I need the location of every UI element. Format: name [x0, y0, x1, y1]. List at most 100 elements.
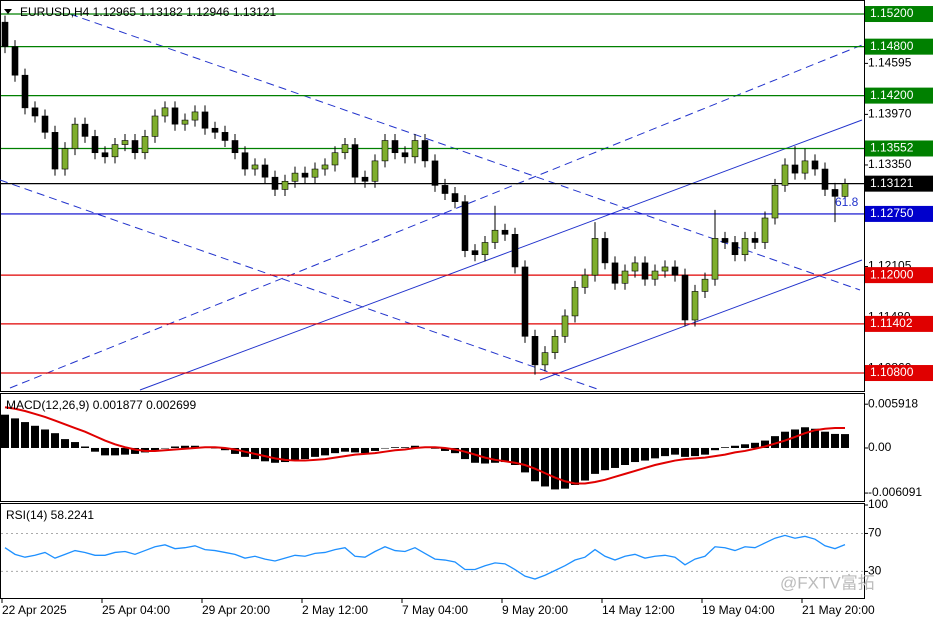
x-tick-label: 2 May 12:00: [302, 603, 368, 617]
macd-bar: [571, 447, 579, 485]
y-tick-label: 0.005918: [868, 396, 918, 410]
macd-bar: [71, 442, 79, 448]
x-tick-label: 9 May 20:00: [502, 603, 568, 617]
candle-body: [241, 152, 249, 170]
macd-bar: [741, 444, 749, 448]
level-label-bg: [865, 87, 933, 104]
macd-title: MACD(12,26,9) 0.001877 0.002699: [6, 398, 196, 412]
level-label: 1.11402: [870, 316, 913, 330]
macd-bar: [831, 433, 839, 448]
candle-body: [411, 140, 419, 158]
candle-body: [391, 140, 399, 154]
candle-body: [61, 148, 69, 170]
level-label-bg: [865, 267, 933, 284]
macd-bar: [551, 447, 559, 490]
candle-body: [251, 164, 259, 170]
candle-body: [651, 270, 659, 280]
macd-bar: [481, 447, 489, 464]
x-tick-label: 7 May 04:00: [402, 603, 468, 617]
macd-bar: [721, 447, 729, 448]
macd-bar: [691, 447, 699, 457]
candle-body: [551, 336, 559, 353]
candle-body: [771, 185, 779, 219]
macd-bar: [841, 434, 849, 448]
macd-bar: [191, 445, 199, 448]
y-tick-label: 1.13970: [868, 107, 912, 121]
x-tick-label: 25 Apr 04:00: [102, 603, 170, 617]
candle-body: [131, 140, 139, 154]
candle-body: [791, 164, 799, 174]
candle-body: [171, 107, 179, 125]
level-label: 1.12750: [870, 206, 914, 220]
candle-body: [161, 107, 169, 117]
macd-bar: [681, 447, 689, 457]
macd-bar: [621, 447, 629, 465]
macd-bar: [151, 447, 159, 451]
y-tick-label: 1.13350: [868, 157, 912, 171]
level-label-bg: [865, 315, 933, 332]
macd-bar: [21, 422, 29, 448]
candle-body: [81, 123, 89, 137]
candle-body: [331, 152, 339, 166]
candle-body: [841, 183, 849, 197]
candle-body: [431, 160, 439, 186]
macd-bar: [311, 447, 319, 457]
macd-bar: [381, 447, 389, 449]
levels: [1, 13, 864, 374]
macd-bar: [321, 447, 329, 456]
candle-body: [631, 262, 639, 272]
candle-body: [671, 266, 679, 276]
price-panel: [0, 0, 865, 392]
price-series: [1, 15, 849, 375]
macd-bar: [281, 447, 289, 463]
macd-bar: [491, 447, 499, 463]
candle-body: [721, 238, 729, 243]
macd-bar: [541, 447, 549, 487]
candle-body: [91, 136, 99, 154]
level-label: 1.13552: [870, 141, 914, 155]
macd-bar: [751, 442, 759, 448]
candle-body: [121, 140, 129, 145]
candle-body: [51, 132, 59, 170]
axes: 1.145951.139701.133501.121051.114801.108…: [1, 6, 933, 617]
macd-bar: [531, 447, 539, 482]
fib-annotation: 61.8: [835, 195, 859, 209]
candle-body: [211, 127, 219, 133]
macd-bar: [561, 447, 569, 489]
candle-body: [541, 352, 549, 366]
macd-bar: [701, 447, 709, 455]
macd-bar: [661, 447, 669, 457]
macd-bar: [31, 425, 39, 448]
candle-body: [731, 242, 739, 256]
channel-line: [139, 119, 863, 391]
candle-body: [351, 144, 359, 178]
channel-line: [9, 44, 863, 389]
candle-body: [531, 336, 539, 366]
y-tick-label: 30: [868, 564, 882, 578]
macd-bar: [81, 446, 89, 448]
macd-bar: [371, 447, 379, 451]
candle-body: [781, 164, 789, 186]
macd-bar: [391, 447, 399, 448]
macd-bar: [121, 447, 129, 455]
macd-bar: [461, 447, 469, 460]
signal-line: [4, 406, 846, 485]
candle-body: [471, 250, 479, 256]
chart-title: EURUSD,H4 1.12965 1.13182 1.12946 1.1312…: [20, 5, 277, 19]
candle-body: [611, 262, 619, 284]
macd-bar: [711, 447, 719, 451]
x-tick-label: 21 May 20:00: [802, 603, 875, 617]
candle-body: [501, 229, 509, 235]
candle-body: [1, 21, 9, 47]
y-tick-label: 100: [868, 497, 888, 511]
candle-body: [181, 119, 189, 125]
macd-bar: [111, 447, 119, 456]
macd-bar: [511, 447, 519, 465]
level-label-bg: [865, 205, 933, 222]
level-label: 1.12000: [870, 267, 914, 281]
macd-bar: [441, 447, 449, 451]
y-tick-label: 1.14595: [868, 56, 912, 70]
macd-bar: [411, 445, 419, 448]
